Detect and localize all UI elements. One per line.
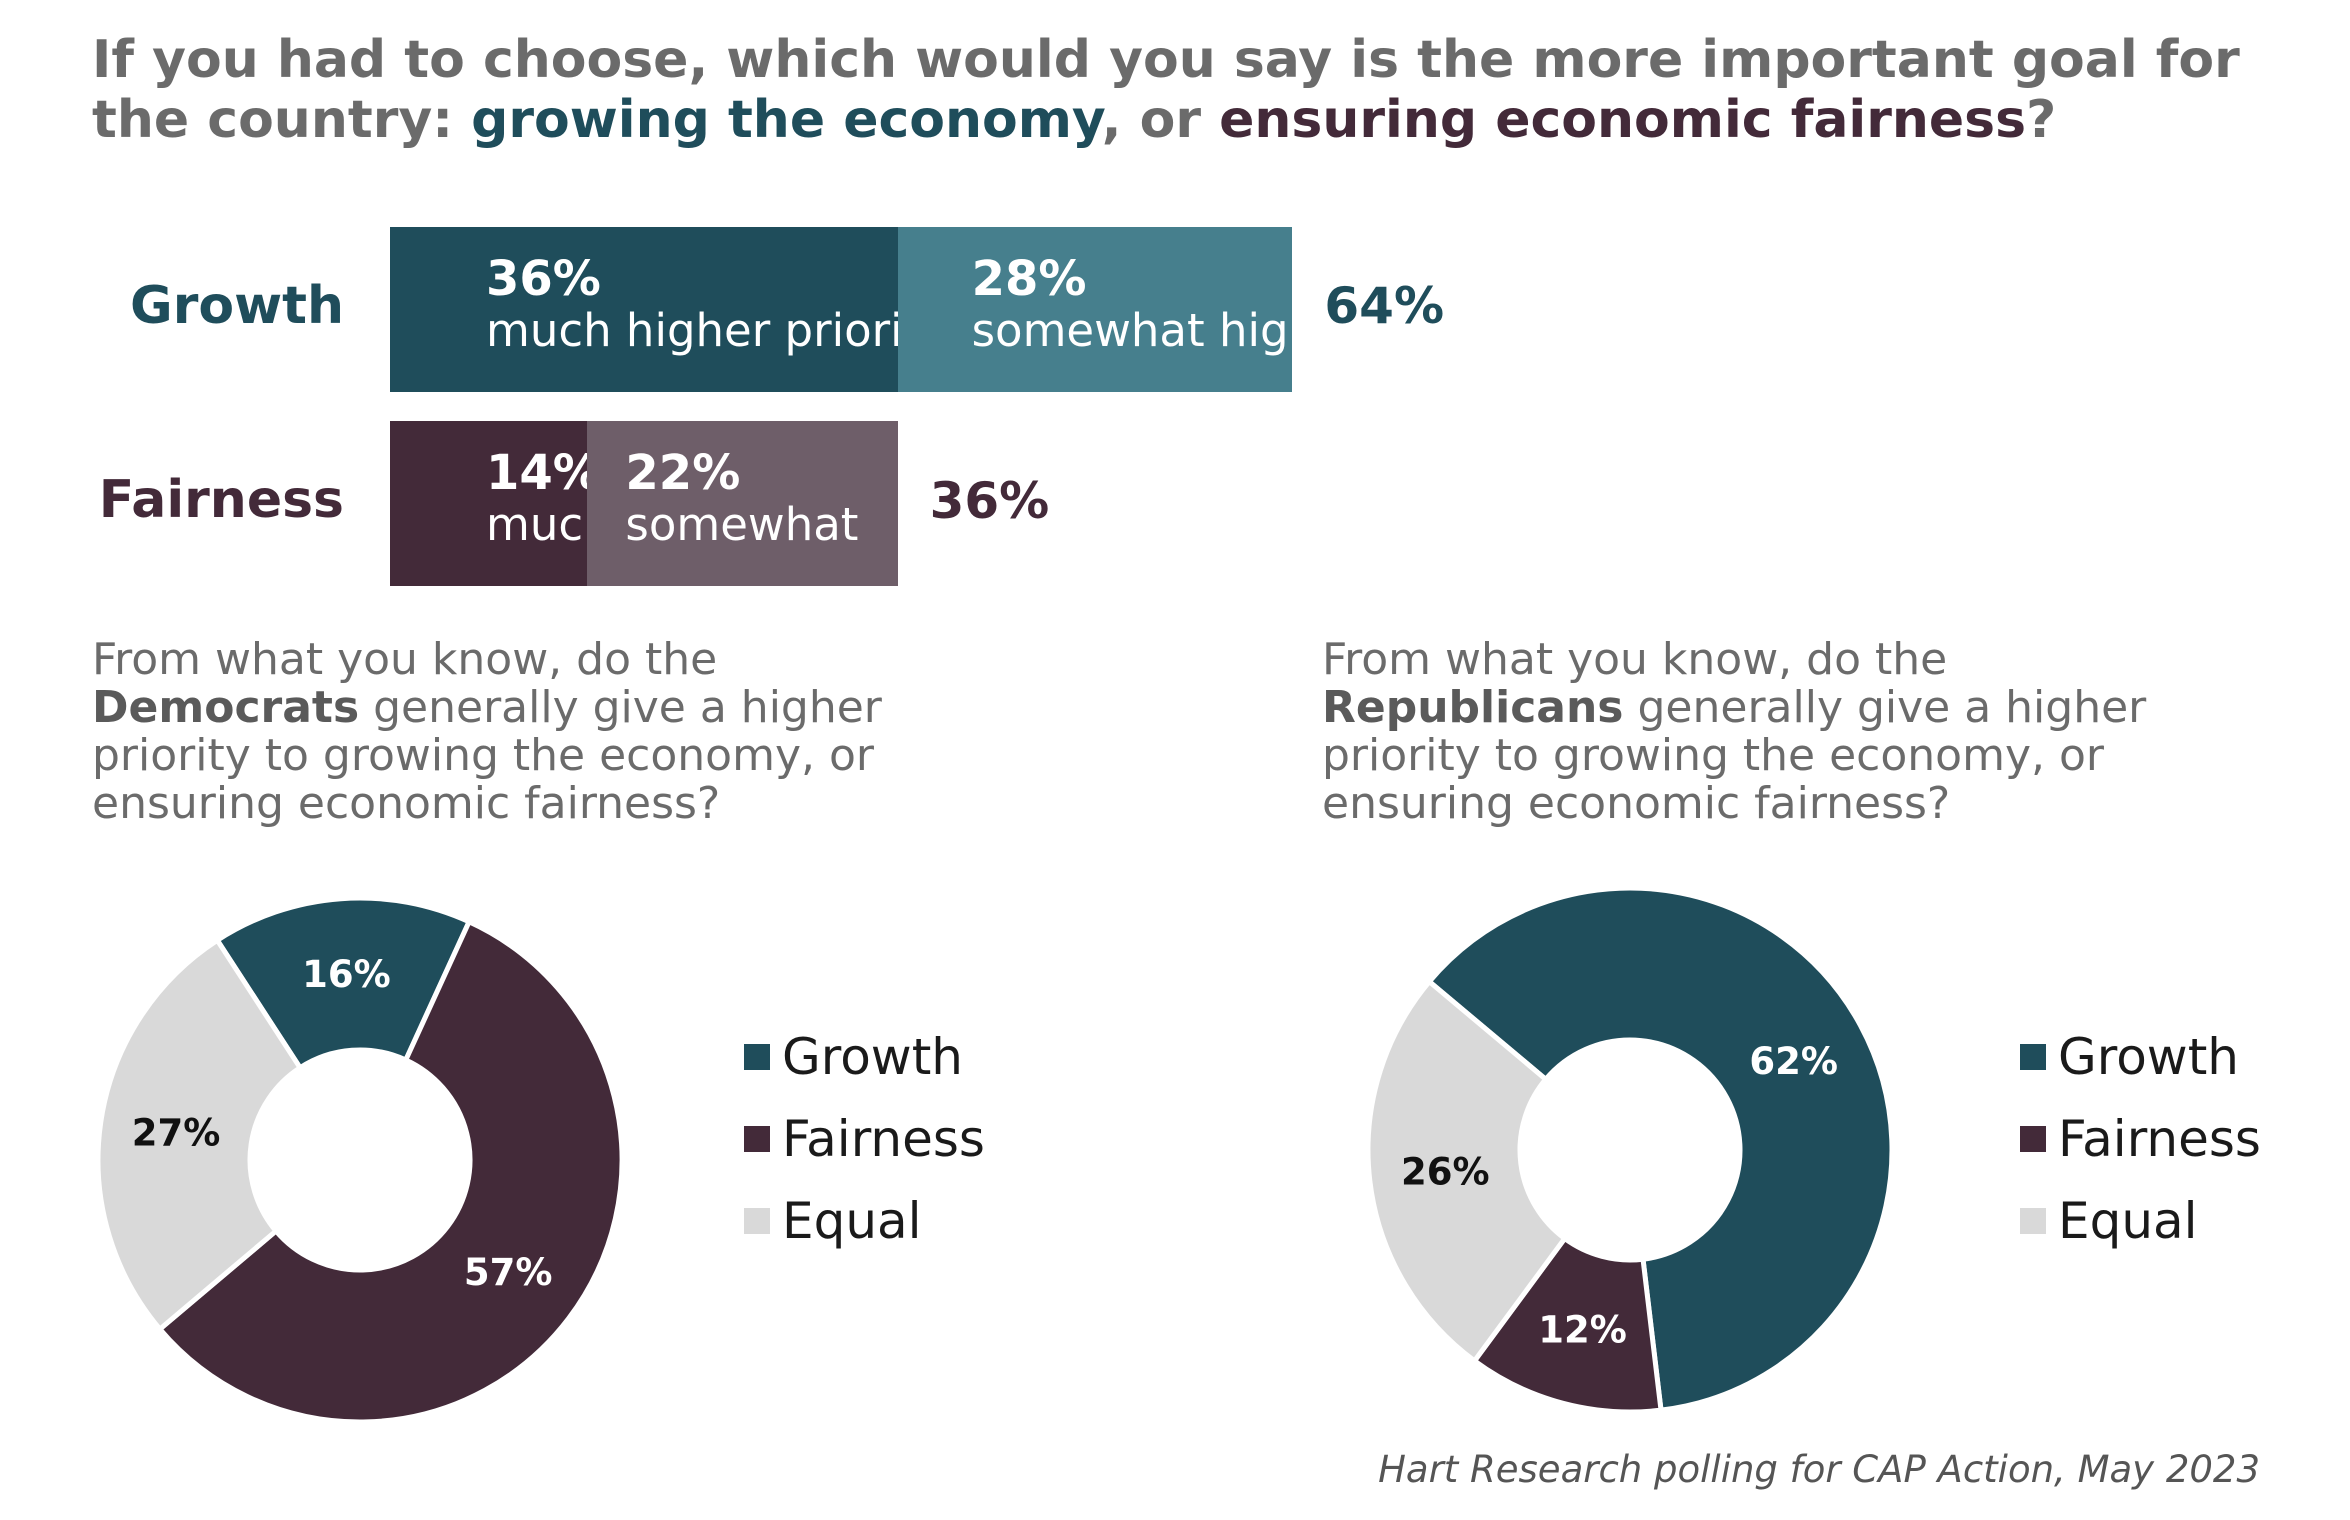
question-line: priority to growing the economy, or bbox=[1322, 730, 2104, 781]
bar-row-label-fairness: Fairness bbox=[98, 470, 344, 530]
bar-row-label-growth: Growth bbox=[130, 276, 344, 336]
bar-segment-growth-much-higher: 36% much higher priority bbox=[390, 227, 947, 392]
question-line: ensuring economic fairness? bbox=[1322, 778, 1951, 829]
donut-slice-fairness bbox=[156, 918, 625, 1425]
bar-segment-label: 14% bbox=[486, 445, 601, 501]
legend-swatch-equal bbox=[744, 1208, 770, 1234]
title-fairness: ensuring economic fairness bbox=[1219, 90, 2027, 150]
question-line: From what you know, do the bbox=[1322, 634, 1948, 685]
bar-segment-description: much higher priority bbox=[486, 304, 947, 357]
donut-slice-growth bbox=[1425, 885, 1895, 1413]
bar-segment-description: somewhat higher bbox=[971, 304, 1364, 357]
bar-segment-fairness-much-higher: 14% much higher bbox=[390, 421, 770, 586]
legend-label: Equal bbox=[2058, 1192, 2198, 1250]
bar-total-fairness: 36% bbox=[929, 472, 1050, 530]
legend-label: Fairness bbox=[2058, 1110, 2261, 1168]
question-line: priority to growing the economy, or bbox=[92, 730, 874, 781]
question-line: ensuring economic fairness? bbox=[92, 778, 721, 829]
bar-segment-growth-somewhat-higher: 28% somewhat higher bbox=[897, 227, 1363, 392]
republicans-question: From what you know, do the Republicans g… bbox=[1322, 636, 2350, 828]
democrats-question: From what you know, do the Democrats gen… bbox=[92, 636, 1292, 828]
donut-slice-equal bbox=[95, 936, 304, 1333]
donut-slice-label-growth: 62% bbox=[1749, 1040, 1838, 1083]
donut-slice-label-fairness: 12% bbox=[1538, 1308, 1627, 1351]
donut-slice-label-equal: 27% bbox=[132, 1111, 221, 1154]
question-line: Republicans generally give a higher bbox=[1322, 684, 2350, 732]
bar-segment-label: 22% bbox=[625, 445, 741, 501]
title-prefix: If you had to choose, which would you sa… bbox=[92, 30, 2240, 150]
bar-segment-fairness-somewhat: 22% somewhat bbox=[587, 421, 898, 586]
legend-swatch-fairness bbox=[2020, 1126, 2046, 1152]
question-text: generally give a higher bbox=[359, 682, 882, 733]
bar-segment-description: somewhat bbox=[625, 498, 859, 551]
legend-swatch-growth bbox=[744, 1044, 770, 1070]
donut-slice-fairness bbox=[1471, 1235, 1664, 1415]
question-line: From what you know, do the bbox=[92, 634, 718, 685]
title-suffix: ? bbox=[2026, 90, 2057, 150]
chart-title: If you had to choose, which would you sa… bbox=[92, 30, 2292, 150]
title-growth: growing the economy bbox=[471, 90, 1102, 150]
donut-chart-republicans: 62% 12% 26% bbox=[1365, 885, 1895, 1415]
donut-slice-growth bbox=[213, 895, 473, 1072]
legend-swatch-growth bbox=[2020, 1044, 2046, 1070]
legend-label: Growth bbox=[2058, 1028, 2239, 1086]
donut-slice-label-growth: 16% bbox=[302, 953, 391, 996]
question-text: generally give a higher bbox=[1623, 682, 2147, 733]
legend-label: Growth bbox=[782, 1028, 963, 1086]
legend-swatch-fairness bbox=[744, 1126, 770, 1152]
donut-slice-label-fairness: 57% bbox=[464, 1251, 553, 1294]
legend-label: Equal bbox=[782, 1192, 922, 1250]
donut-chart-democrats: 16% 57% 27% bbox=[95, 895, 625, 1425]
legend-swatch-equal bbox=[2020, 1208, 2046, 1234]
question-line: Democrats generally give a higher bbox=[92, 684, 1292, 732]
legend-label: Fairness bbox=[782, 1110, 985, 1168]
bar-segment-label: 28% bbox=[971, 251, 1087, 307]
bar-total-growth: 64% bbox=[1324, 277, 1445, 335]
bar-segment-label: 36% bbox=[486, 251, 601, 307]
donut-slice-label-equal: 26% bbox=[1401, 1151, 1490, 1194]
title-middle: , or bbox=[1101, 90, 1220, 150]
party-name-democrats: Democrats bbox=[92, 682, 360, 733]
donut-slice-equal bbox=[1365, 978, 1569, 1365]
source-note: Hart Research polling for CAP Action, Ma… bbox=[1378, 1448, 2260, 1491]
party-name-republicans: Republicans bbox=[1322, 682, 1624, 733]
